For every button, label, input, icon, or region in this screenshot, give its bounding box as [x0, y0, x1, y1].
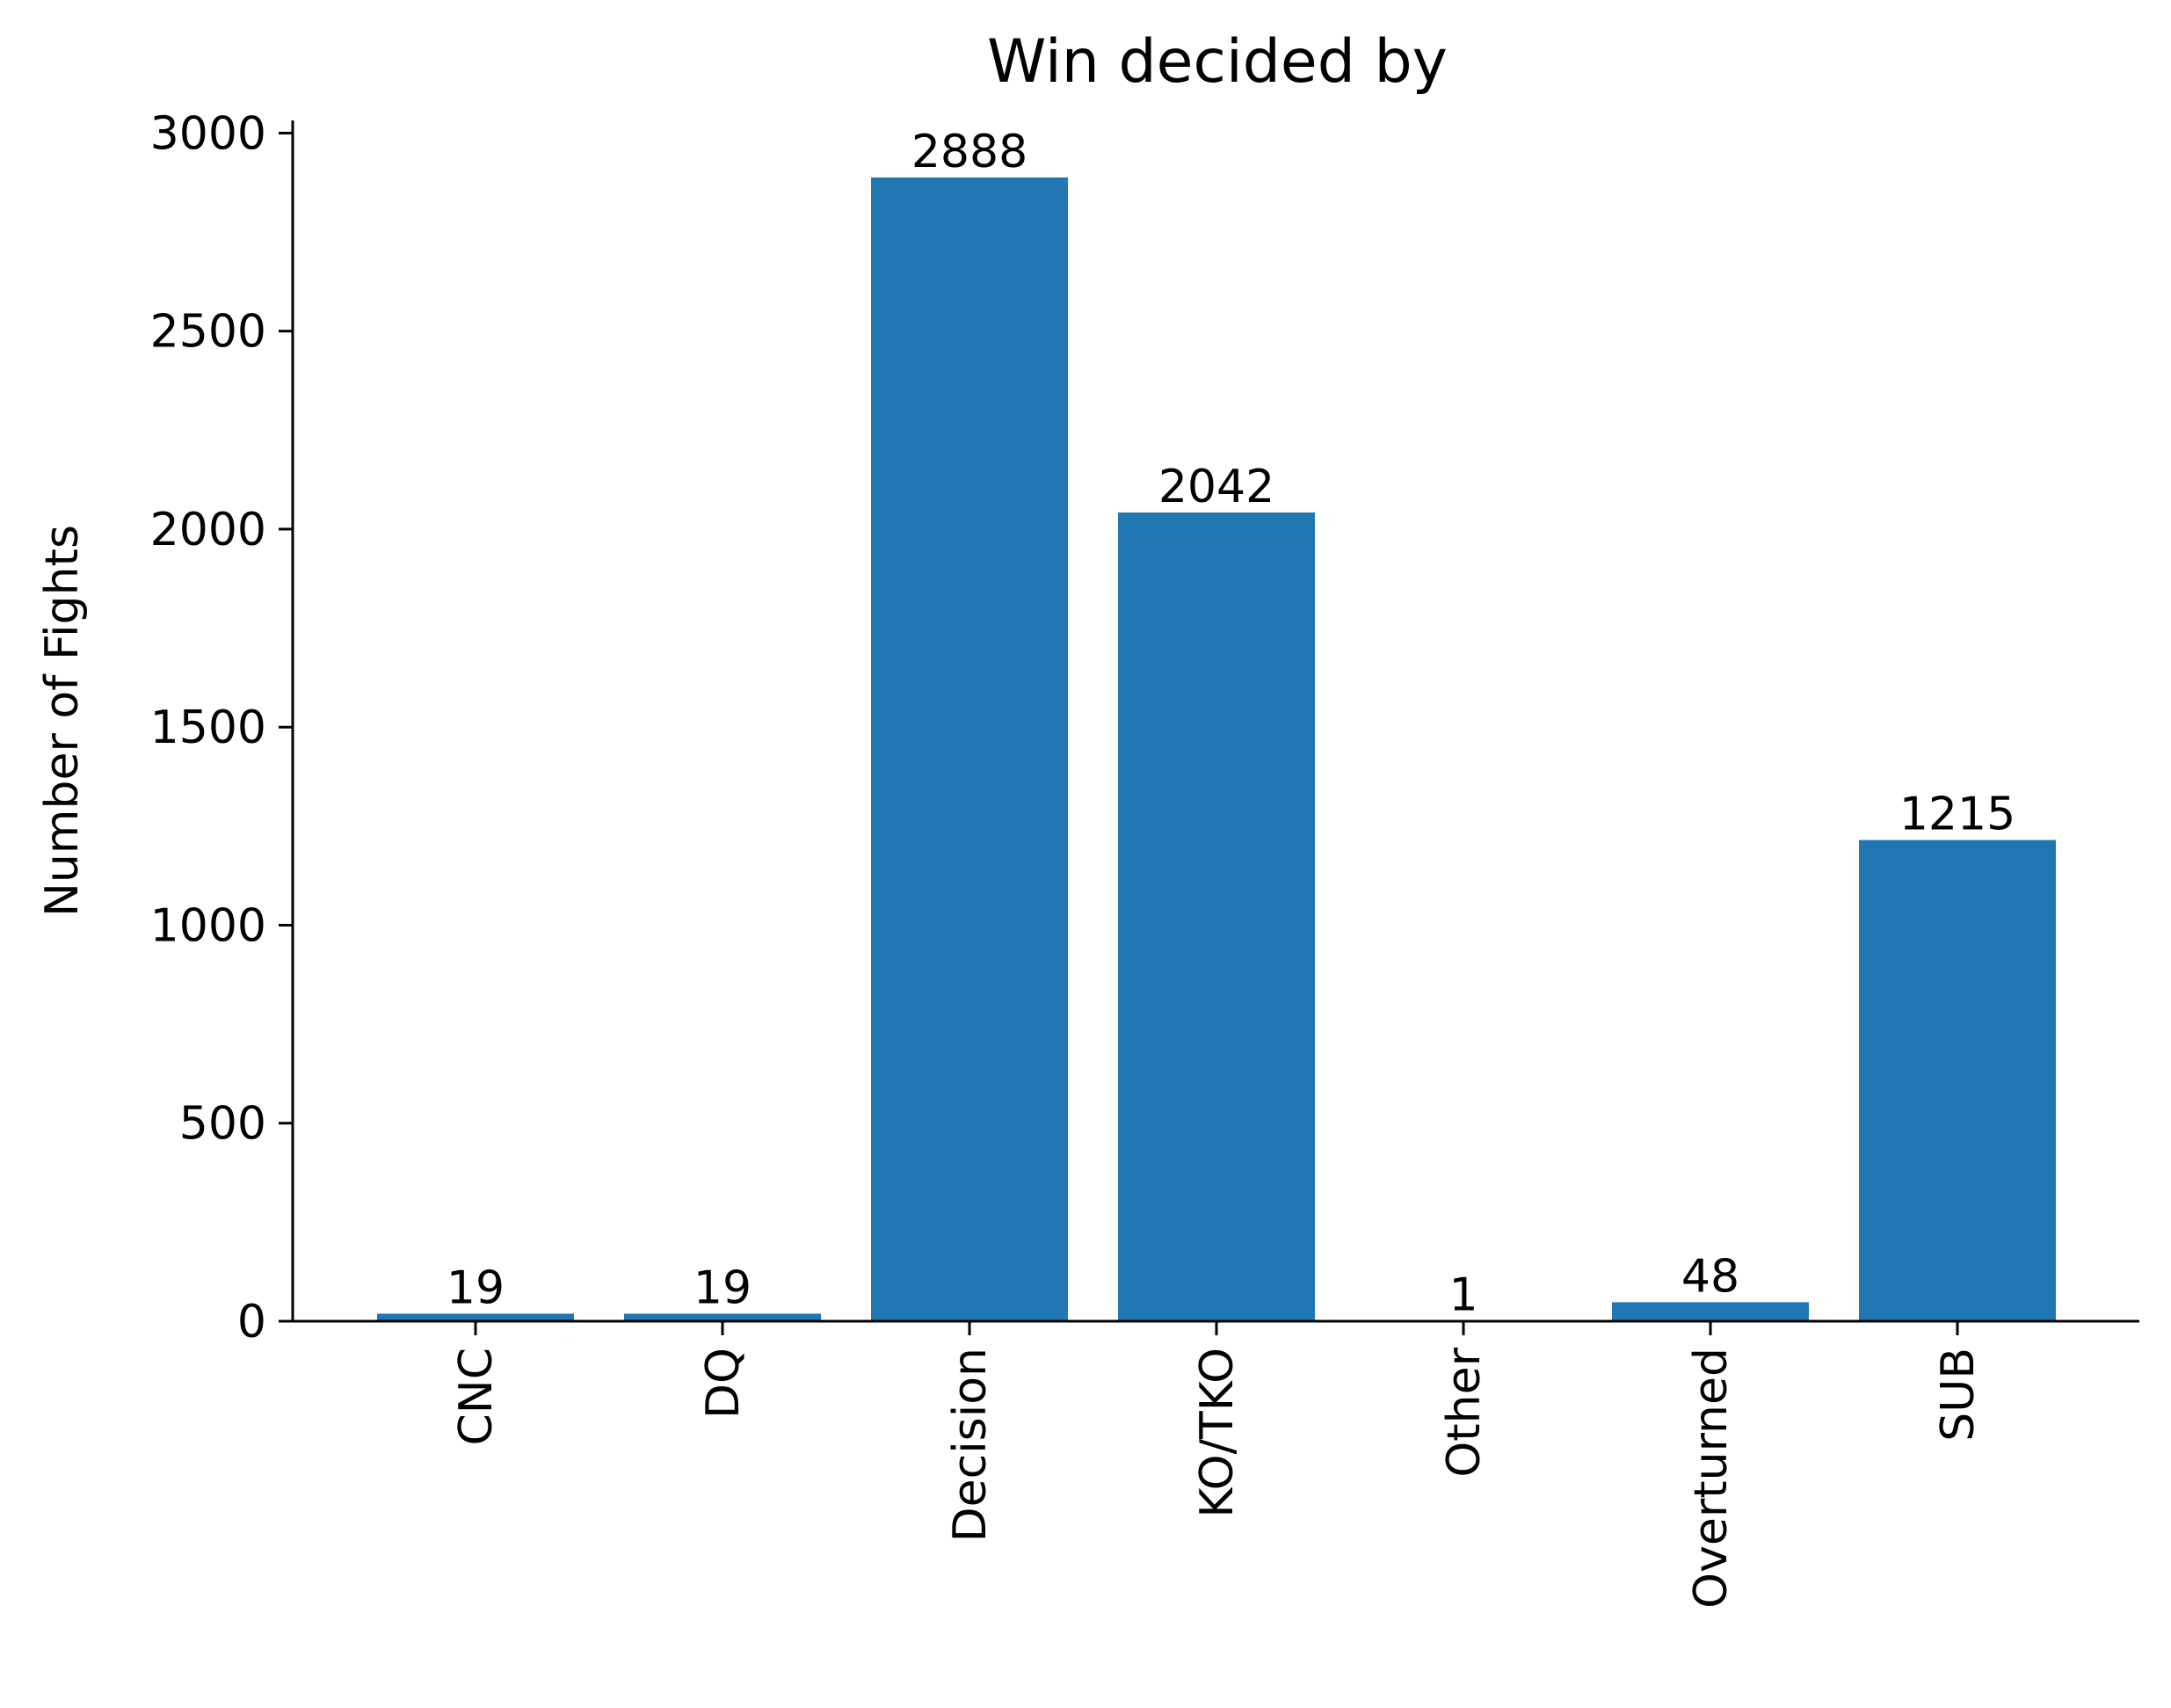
- x-tick-label-other: Other: [1438, 1347, 1491, 1477]
- x-tick-label-overturned: Overturned: [1685, 1348, 1738, 1609]
- value-label-sub: 1215: [1899, 789, 2015, 841]
- x-tick-label-decision: Decision: [944, 1348, 997, 1542]
- y-tick-label: 0: [237, 1296, 266, 1348]
- x-tick-label-cnc: CNC: [450, 1348, 503, 1446]
- bar-ko-tko: [1118, 512, 1315, 1321]
- value-label-ko-tko: 2042: [1158, 461, 1274, 513]
- y-axis-label: Number of Fights: [36, 525, 89, 917]
- value-labels-layer: 19 19 2888 2042 1 48 1215: [447, 126, 2015, 1322]
- bar-sub: [1859, 839, 2056, 1321]
- y-tick-label: 500: [179, 1098, 266, 1151]
- value-label-decision: 2888: [911, 126, 1027, 178]
- bar-decision: [871, 177, 1068, 1322]
- x-tick-label-dq: DQ: [697, 1348, 750, 1419]
- value-label-overturned: 48: [1681, 1250, 1739, 1303]
- bar-dq: [624, 1313, 821, 1321]
- y-ticks-layer: 0 500 1000 1500 2000 2500 3000: [150, 107, 293, 1348]
- x-ticks-layer: CNC DQ Decision KO/TKO Other Overturned SUB: [450, 1321, 1985, 1609]
- bar-overturned: [1612, 1302, 1809, 1321]
- x-tick-label-sub: SUB: [1932, 1348, 1985, 1442]
- y-tick-label: 1000: [150, 899, 266, 952]
- value-label-other: 1: [1449, 1269, 1478, 1322]
- y-tick-label: 3000: [150, 107, 266, 160]
- y-tick-label: 1500: [150, 701, 266, 754]
- y-tick-label: 2000: [150, 504, 266, 556]
- bars-layer: [377, 177, 2056, 1322]
- x-tick-label-ko-tko: KO/TKO: [1191, 1348, 1244, 1518]
- bar-cnc: [377, 1313, 574, 1321]
- value-label-cnc: 19: [447, 1261, 505, 1314]
- value-label-dq: 19: [693, 1261, 752, 1314]
- y-tick-label: 2500: [150, 306, 266, 359]
- chart-title: Win decided by: [987, 27, 1448, 97]
